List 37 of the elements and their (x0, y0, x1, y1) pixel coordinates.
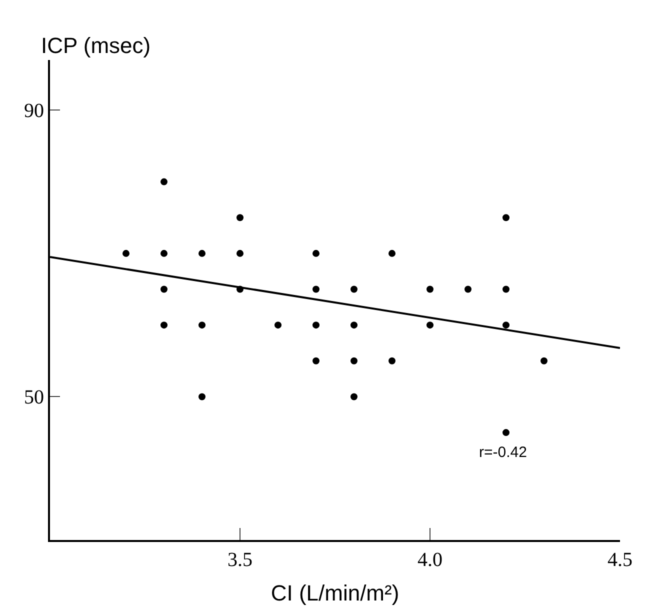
point (350, 286, 358, 293)
point (350, 322, 358, 329)
y-axis-title: ICP (msec) (41, 33, 151, 58)
point (540, 357, 548, 364)
point (312, 250, 320, 257)
point (312, 357, 320, 364)
point (122, 250, 130, 257)
point (502, 429, 510, 436)
point (160, 250, 168, 257)
point (236, 250, 244, 257)
point (312, 286, 320, 293)
annotation: r=-0.42 (479, 444, 527, 461)
point (464, 286, 472, 293)
point (198, 322, 206, 329)
y-tick-label: 90 (24, 100, 44, 122)
point (274, 322, 282, 329)
point (502, 322, 510, 329)
point (160, 322, 168, 329)
x-axis-title: CI (L/min/m²) (270, 580, 400, 606)
x-tick-label: 3.5 (228, 549, 252, 571)
point (312, 322, 320, 329)
y-tick-label: 50 (24, 386, 44, 409)
point (350, 357, 358, 364)
point (426, 322, 434, 329)
x-tick-label: 4.5 (608, 549, 632, 571)
point (160, 286, 168, 293)
point (236, 214, 244, 222)
point (198, 393, 206, 400)
point (160, 178, 168, 186)
point (502, 286, 510, 293)
point (388, 250, 396, 257)
x-tick-label: 4.0 (418, 549, 442, 571)
point (502, 214, 510, 222)
point (388, 357, 396, 364)
point (350, 393, 358, 400)
point (426, 286, 434, 293)
point (198, 250, 206, 257)
